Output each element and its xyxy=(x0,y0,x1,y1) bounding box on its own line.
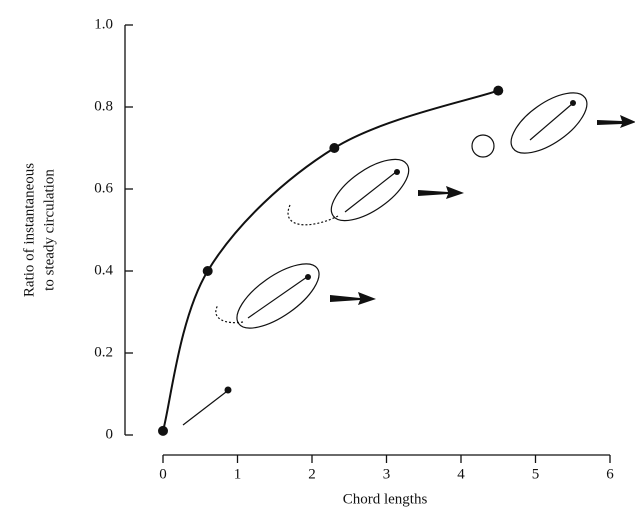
curve xyxy=(162,89,499,432)
x-tick-label: 6 xyxy=(606,466,614,482)
marker xyxy=(329,143,340,153)
y-tick-label: 0.6 xyxy=(94,180,113,196)
y-tick-label: 0.8 xyxy=(94,98,113,114)
x-tick-label: 4 xyxy=(457,466,465,482)
y-tick-label: 0.2 xyxy=(94,344,113,360)
x-tick-label: 0 xyxy=(159,466,167,482)
x-tick-label: 2 xyxy=(308,466,316,482)
y-tick-label: 1.0 xyxy=(94,16,113,32)
marker xyxy=(202,266,213,276)
y-tick-label: 0 xyxy=(106,426,114,442)
decoration xyxy=(182,92,635,426)
x-axis-label: Chord lengths xyxy=(343,491,428,507)
y-axis-label: Ratio of instantaneous xyxy=(21,163,37,297)
marker xyxy=(493,85,504,96)
marker xyxy=(158,425,168,436)
x-tick-label: 3 xyxy=(383,466,391,482)
y-axis-label: to steady circulation xyxy=(41,169,57,291)
x-tick-label: 5 xyxy=(532,466,540,482)
y-tick-label: 0.4 xyxy=(94,262,113,278)
x-tick-label: 1 xyxy=(234,466,242,482)
